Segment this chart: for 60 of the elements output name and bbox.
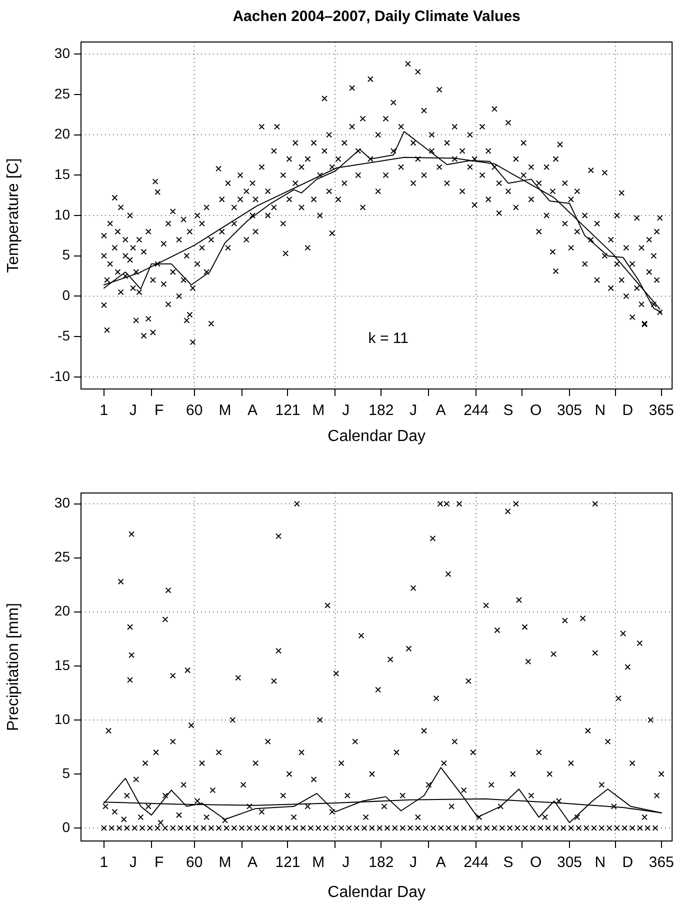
x-tick-label: J [129, 402, 137, 420]
x-tick-label: 60 [186, 402, 203, 420]
x-tick-label: J [342, 402, 350, 420]
x-tick-label: D [622, 402, 634, 420]
y-tick-label: 30 [54, 44, 70, 61]
x-tick-label: F [154, 854, 164, 872]
y-tick-label: 15 [54, 166, 70, 182]
y-tick-label: 0 [62, 818, 70, 835]
x-tick-label: J [129, 854, 137, 872]
annotation: k = 11 [368, 330, 408, 347]
y-tick-label: 20 [54, 126, 70, 142]
x-tick-label: S [503, 402, 514, 420]
x-tick-label: 365 [648, 854, 674, 872]
x-tick-label: N [594, 854, 606, 872]
x-tick-label: 365 [648, 402, 674, 420]
x-tick-label: D [622, 854, 634, 872]
x-tick-label: O [530, 854, 542, 872]
x-tick-label: J [410, 402, 418, 420]
x-tick-label: A [436, 402, 446, 420]
x-tick-label: 1 [100, 854, 108, 872]
y-tick-label: 20 [54, 602, 70, 619]
x-tick-label: 305 [556, 854, 582, 872]
x-tick-label: A [436, 854, 446, 872]
y-tick-label: -5 [58, 327, 70, 344]
x-tick-label: N [594, 402, 606, 420]
x-tick-label: 60 [186, 854, 203, 872]
x-tick-label: J [342, 854, 350, 872]
x-tick-label: 121 [275, 854, 300, 872]
y-tick-label: 30 [54, 494, 70, 511]
x-tick-label: 182 [368, 854, 394, 872]
y-tick-label: 25 [54, 548, 70, 565]
y-tick-label: -10 [50, 368, 70, 384]
x-tick-label: F [154, 402, 164, 420]
x-tick-label: M [312, 854, 325, 872]
y-axis-title: Precipitation [mm] [5, 602, 22, 732]
y-tick-label: 5 [62, 764, 70, 781]
x-tick-label: O [530, 402, 542, 420]
x-tick-label: 244 [464, 402, 489, 420]
x-tick-label: J [410, 854, 418, 872]
y-tick-label: 10 [54, 206, 70, 222]
x-axis-title: Calendar Day [328, 428, 426, 445]
x-axis-title: Calendar Day [328, 884, 426, 901]
x-tick-label: M [312, 402, 325, 420]
y-tick-label: 10 [54, 710, 70, 727]
x-tick-label: 244 [464, 854, 489, 872]
x-tick-label: S [503, 854, 514, 872]
y-tick-label: 25 [54, 85, 70, 102]
x-tick-label: 305 [556, 402, 582, 420]
x-tick-label: A [248, 854, 258, 872]
x-tick-label: 121 [275, 402, 300, 420]
y-axis-title: Temperature [C] [5, 158, 22, 273]
x-tick-label: A [248, 402, 258, 420]
x-tick-label: 1 [100, 402, 108, 420]
x-tick-label: M [218, 402, 232, 420]
y-tick-label: 0 [62, 287, 70, 304]
x-tick-label: 182 [368, 402, 394, 420]
y-tick-label: 15 [54, 656, 70, 673]
chart-title: Aachen 2004–2007, Daily Climate Values [232, 8, 520, 26]
x-tick-label: M [218, 854, 232, 872]
y-tick-label: 5 [62, 246, 70, 263]
